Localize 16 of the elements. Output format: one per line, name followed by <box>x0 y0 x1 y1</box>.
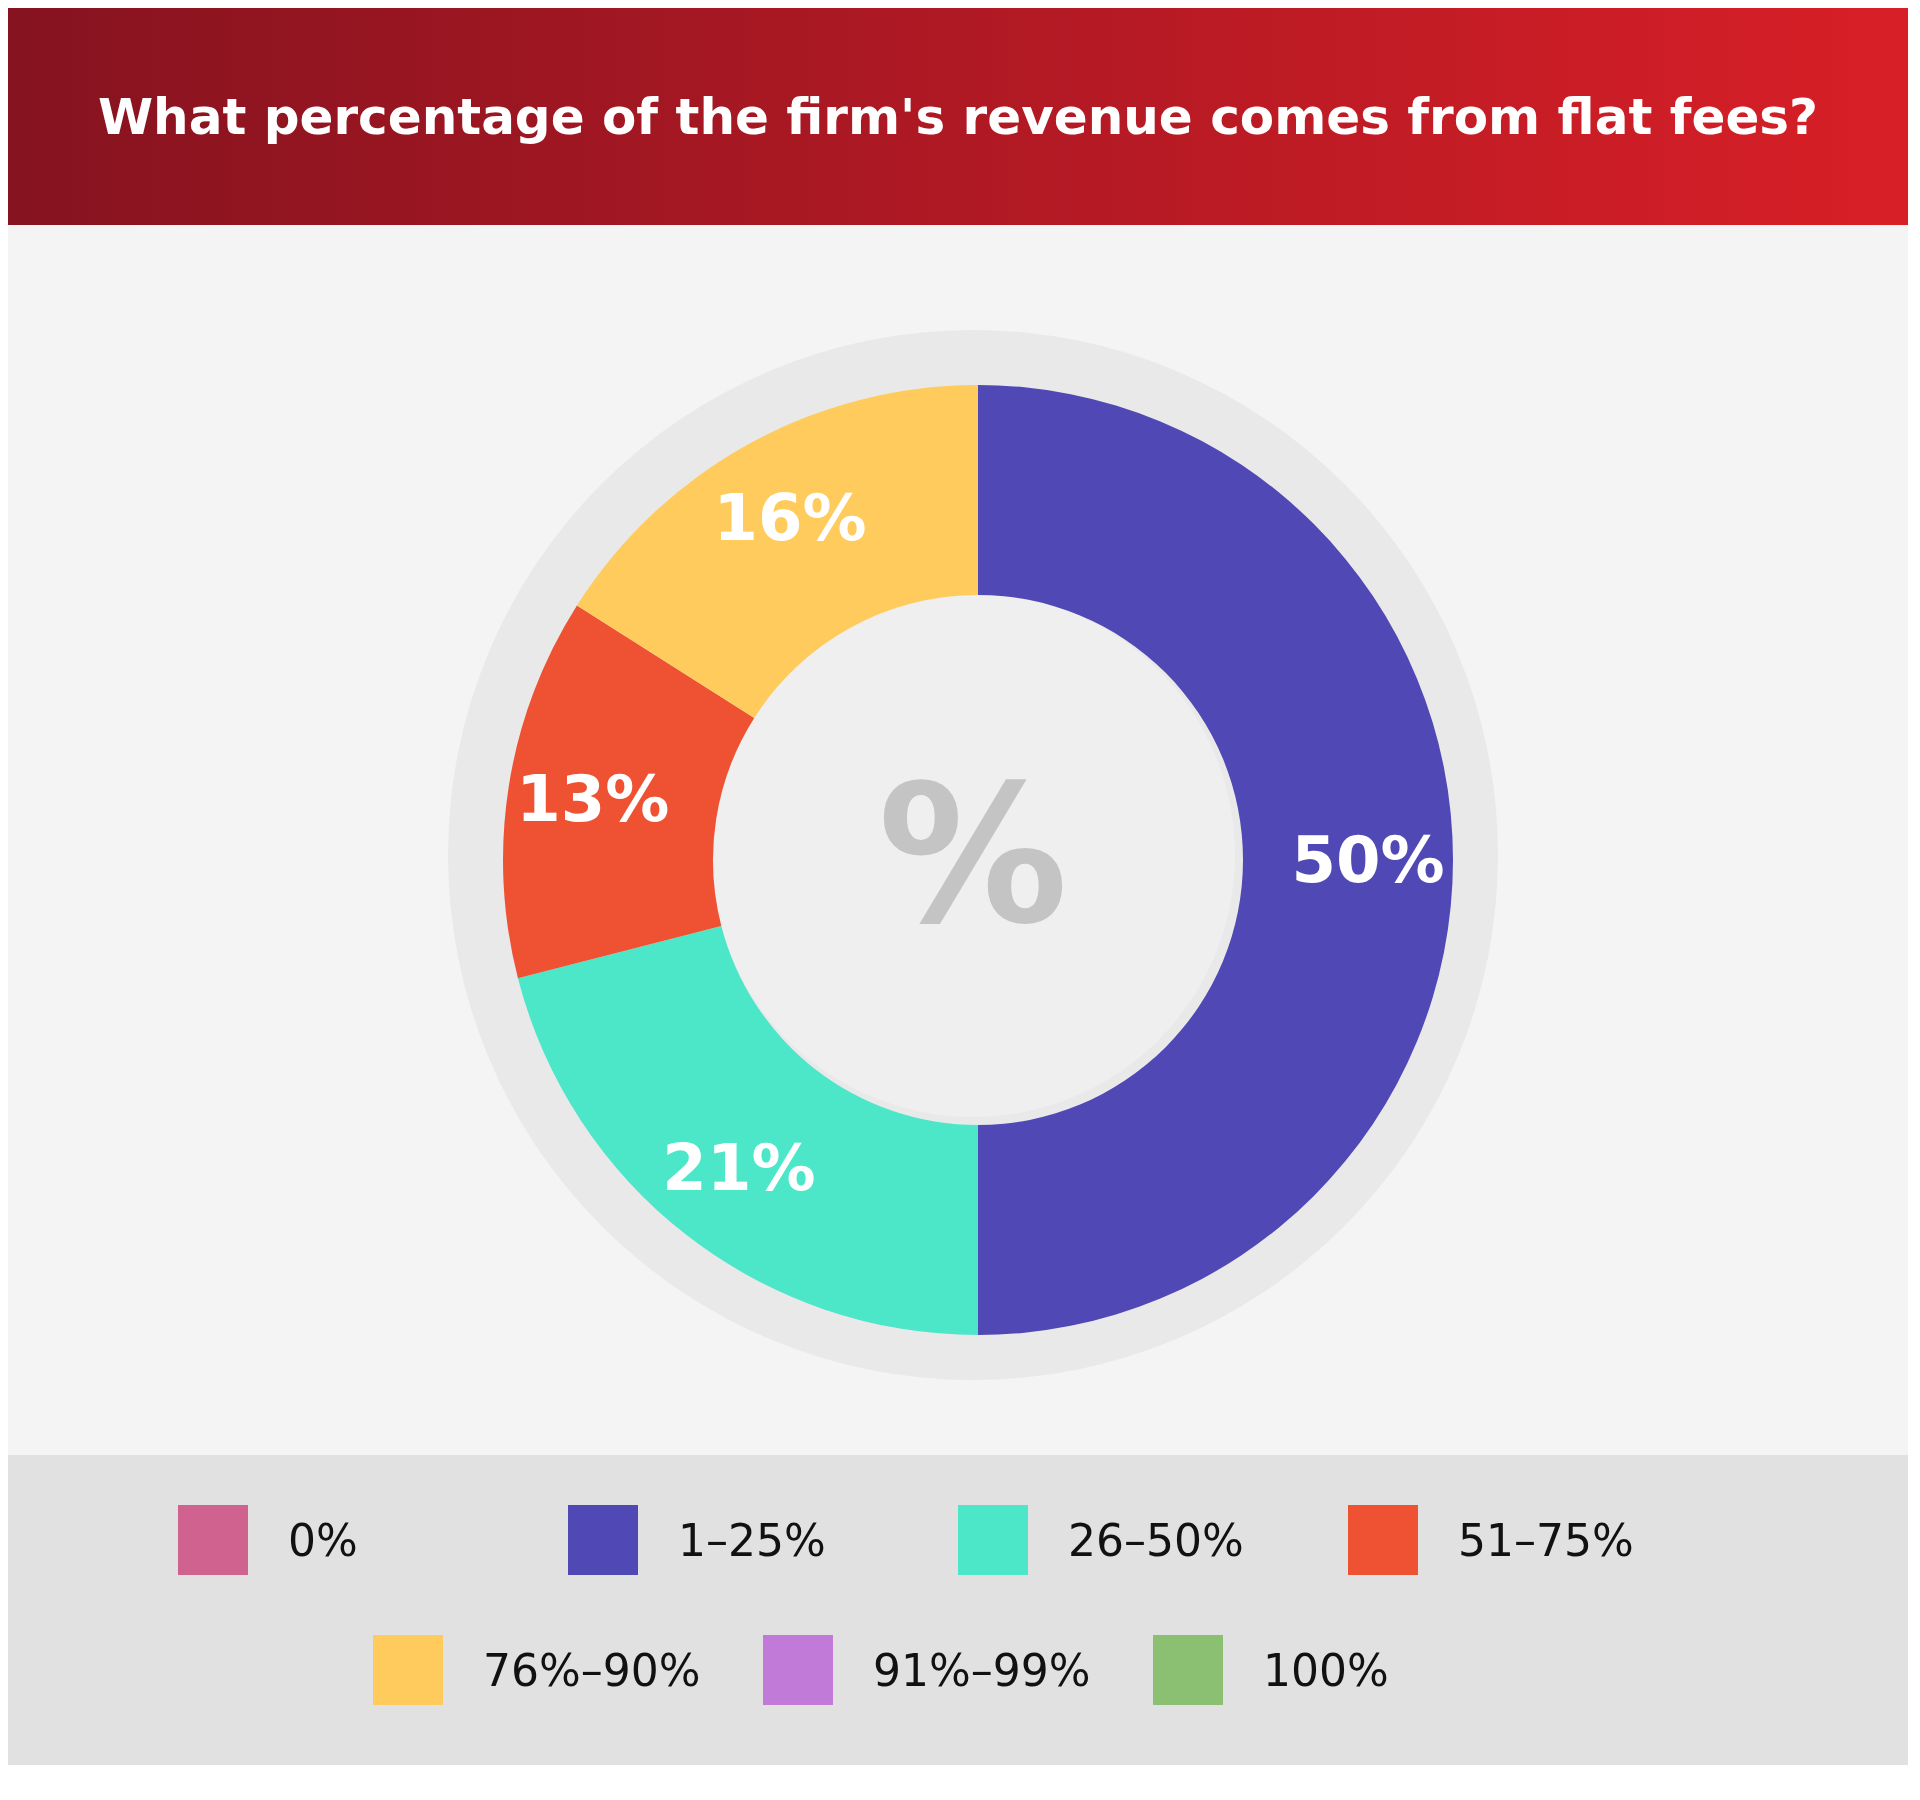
legend-label: 51–75% <box>1458 1514 1634 1566</box>
donut-slice <box>576 385 978 719</box>
data-label: 13% <box>516 761 670 836</box>
donut-slice <box>503 605 755 979</box>
text: % <box>877 744 1069 966</box>
legend-label: 26–50% <box>1068 1514 1244 1566</box>
donut-slice <box>517 925 978 1335</box>
data-label: 50% <box>1291 823 1445 897</box>
legend-label: 100% <box>1263 1644 1389 1696</box>
legend-label: 76%–90% <box>483 1644 701 1696</box>
legend-label: 91%–99% <box>873 1644 1091 1696</box>
chart-title: What percentage of the firm's revenue comes from flat fees? <box>97 87 1819 146</box>
legend-label: 1–25% <box>678 1514 826 1566</box>
legend-label: 0% <box>288 1514 358 1566</box>
data-label: 21% <box>662 1131 816 1206</box>
data-label: 16% <box>713 481 867 556</box>
